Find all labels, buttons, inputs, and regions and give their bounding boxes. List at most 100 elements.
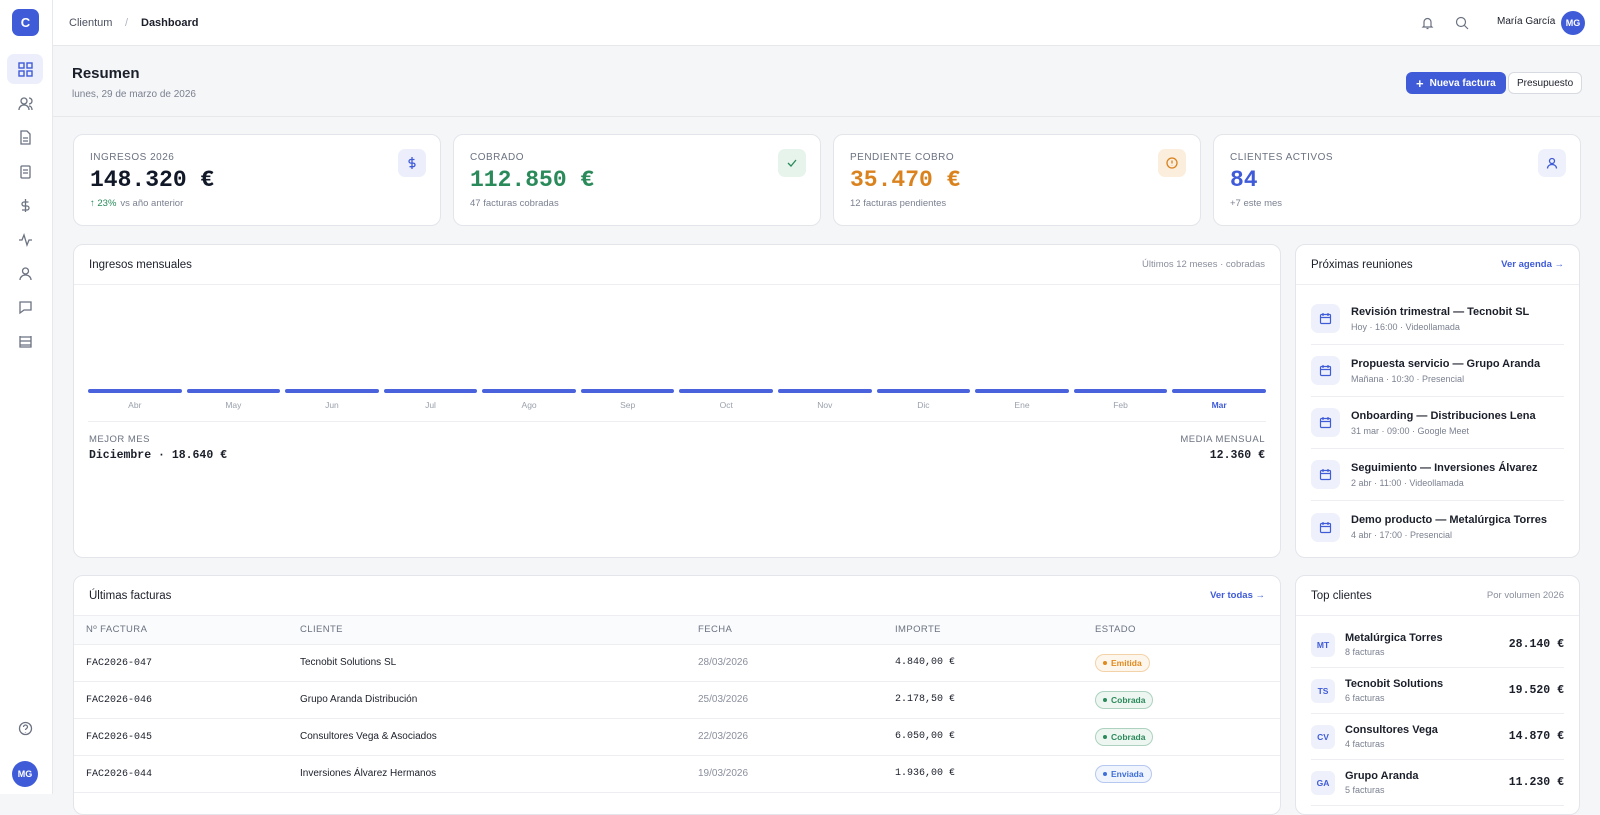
month-column: Sep <box>580 389 675 410</box>
stat-label: MEDIA MENSUAL <box>1180 434 1265 445</box>
nav-payments[interactable] <box>7 190 43 220</box>
meeting-text: Onboarding — Distribuciones Lena 31 mar ·… <box>1351 410 1536 436</box>
agenda-link[interactable]: Ver agenda → <box>1501 259 1564 270</box>
user-name[interactable]: María García <box>1497 16 1556 27</box>
month-column: Oct <box>679 389 774 410</box>
nav-help[interactable] <box>7 713 43 743</box>
invoice-amount: 2.178,50 € <box>883 681 1083 719</box>
status-pill: Cobrada <box>1095 727 1154 746</box>
client-count: 8 facturas <box>1345 647 1385 657</box>
stat-value: Diciembre · 18.640 € <box>89 449 228 462</box>
divider <box>53 116 1600 117</box>
bell-icon[interactable] <box>1421 16 1434 30</box>
nav-invoices[interactable] <box>7 122 43 152</box>
stat-value: 12.360 € <box>1209 449 1265 462</box>
client-amount: 28.140 € <box>1508 638 1564 651</box>
nav-messages[interactable] <box>7 292 43 322</box>
month-column: Feb <box>1073 389 1168 410</box>
avatar[interactable]: MG <box>1561 11 1585 35</box>
month-bar <box>285 389 379 393</box>
month-bar <box>1073 389 1168 393</box>
client-text: Grupo Aranda 5 facturas <box>1345 770 1499 795</box>
calendar-icon <box>1311 512 1340 542</box>
month-label: Ene <box>1014 400 1030 410</box>
month-label: Dic <box>917 400 930 410</box>
meeting-item[interactable]: Demo producto — Metalúrgica Torres 4 abr … <box>1311 501 1564 553</box>
sidebar: C MG <box>0 0 53 794</box>
client-count: 5 facturas <box>1345 785 1385 795</box>
status-dot <box>1103 735 1107 740</box>
month-bar <box>876 389 971 393</box>
invoices-link[interactable]: Ver todas → <box>1210 590 1265 601</box>
kpi-value: 84 <box>1230 167 1258 193</box>
meeting-meta: Hoy · 16:00 · Videollamada <box>1351 321 1460 332</box>
month-label: Nov <box>817 400 833 410</box>
month-label: Jun <box>325 400 339 410</box>
invoice-row[interactable]: FAC2026-046 Grupo Aranda Distribución 25/0… <box>74 681 1280 719</box>
nav-activity[interactable] <box>7 224 43 254</box>
month-column: Jun <box>285 389 379 410</box>
invoice-date: 28/03/2026 <box>686 644 883 682</box>
status-text: Cobrada <box>1111 694 1146 705</box>
meeting-item[interactable]: Seguimiento — Inversiones Álvarez 2 abr ·… <box>1311 449 1564 501</box>
kpi-note: 12 facturas pendientes <box>850 198 946 209</box>
kpi-label: INGRESOS 2026 <box>90 152 175 163</box>
kpi-icon <box>1538 149 1566 177</box>
meeting-title: Propuesta servicio — Grupo Aranda <box>1351 357 1541 370</box>
nav-user[interactable] <box>7 258 43 288</box>
card-subtitle: Últimos 12 meses · cobradas <box>1141 259 1265 270</box>
month-bar <box>1172 389 1266 393</box>
new-invoice-button[interactable]: + Nueva factura <box>1406 72 1506 94</box>
monthly-card: Ingresos mensuales Últimos 12 meses · cob… <box>73 244 1281 558</box>
status-text: Cobrada <box>1111 731 1146 742</box>
meeting-title: Demo producto — Metalúrgica Torres <box>1351 514 1547 526</box>
invoice-status: Enviada <box>1083 755 1280 793</box>
kpi-note-text: 47 facturas cobradas <box>470 198 559 209</box>
meeting-item[interactable]: Onboarding — Distribuciones Lena 31 mar ·… <box>1311 397 1564 449</box>
meeting-item[interactable]: Revisión trimestral — Tecnobit SL Hoy · 1… <box>1311 293 1564 345</box>
invoice-status: Cobrada <box>1083 681 1280 719</box>
client-item[interactable]: CV Consultores Vega 4 facturas 14.870 € <box>1311 714 1564 760</box>
month-bar <box>186 389 281 393</box>
column-header: IMPORTE <box>883 616 1083 645</box>
invoice-amount: 4.840,00 € <box>883 644 1083 682</box>
breadcrumb[interactable]: Clientum <box>69 17 113 29</box>
avatar[interactable]: MG <box>12 761 38 787</box>
meeting-item[interactable]: Propuesta servicio — Grupo Aranda Mañana … <box>1311 345 1564 397</box>
month-label: May <box>225 400 242 410</box>
status-dot <box>1103 661 1107 666</box>
kpi-card: COBRADO 112.850 € 47 facturas cobradas <box>453 134 821 226</box>
card-subtitle: Por volumen 2026 <box>1486 590 1564 601</box>
nav-dashboard[interactable] <box>7 54 43 84</box>
invoice-row[interactable]: FAC2026-045 Consultores Vega & Asociados 2… <box>74 718 1280 756</box>
client-name: Metalúrgica Torres <box>1345 632 1443 644</box>
client-amount: 11.230 € <box>1508 776 1564 789</box>
client-text: Metalúrgica Torres 8 facturas <box>1345 632 1499 657</box>
invoice-date: 22/03/2026 <box>686 718 883 756</box>
search-icon[interactable] <box>1455 16 1469 30</box>
kpi-note: ↑ 23% vs año anterior <box>90 198 183 209</box>
meeting-text: Seguimiento — Inversiones Álvarez 2 abr ·… <box>1351 462 1537 488</box>
logo[interactable]: C <box>12 9 39 36</box>
status-text: Enviada <box>1111 768 1144 779</box>
month-label: Mar <box>1211 400 1227 410</box>
client-item[interactable]: MT Metalúrgica Torres 8 facturas 28.140 € <box>1311 622 1564 668</box>
invoice-row[interactable]: FAC2026-047 Tecnobit Solutions SL 28/03/20… <box>74 644 1280 682</box>
client-item[interactable]: GA Grupo Aranda 5 facturas 11.230 € <box>1311 760 1564 806</box>
calendar-icon <box>1311 356 1340 385</box>
meeting-text: Propuesta servicio — Grupo Aranda Mañana … <box>1351 358 1540 384</box>
month-bars: Abr May Jun Jul Ago Sep Oct Nov Dic Ene Feb Mar <box>88 389 1266 410</box>
nav-quotes[interactable] <box>7 156 43 186</box>
page-title: Resumen <box>72 65 140 82</box>
kpi-icon <box>1158 149 1186 177</box>
status-dot <box>1103 772 1107 777</box>
client-item[interactable]: TS Tecnobit Solutions 6 facturas 19.520 € <box>1311 668 1564 714</box>
meeting-meta: 4 abr · 17:00 · Presencial <box>1351 530 1453 540</box>
nav-clients[interactable] <box>7 88 43 118</box>
nav-data[interactable] <box>7 326 43 356</box>
card-title: Top clientes <box>1311 589 1372 602</box>
kpi-note-text: 12 facturas pendientes <box>850 198 947 209</box>
quote-button[interactable]: Presupuesto <box>1508 72 1583 94</box>
invoice-row[interactable]: FAC2026-044 Inversiones Álvarez Hermanos 1… <box>74 755 1280 793</box>
kpi-trend: ↑ 23% <box>90 198 117 209</box>
